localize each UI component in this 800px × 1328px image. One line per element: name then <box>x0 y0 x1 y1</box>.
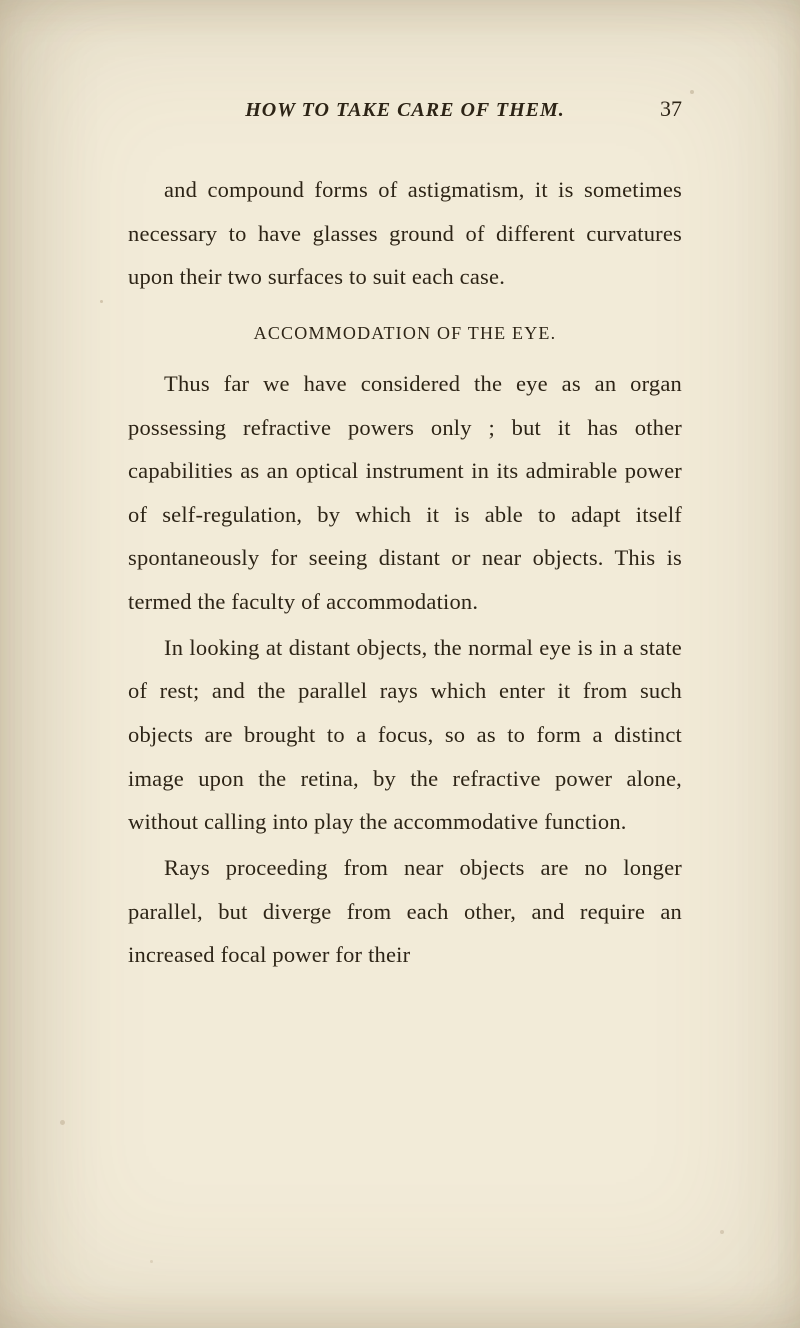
foxing-spot <box>150 1260 153 1263</box>
running-title: HOW TO TAKE CARE OF THEM. <box>128 99 634 122</box>
body-paragraph: and compound forms of astigmatism, it is… <box>128 168 682 299</box>
foxing-spot <box>690 90 694 94</box>
body-paragraph: Rays proceeding from near objects are no… <box>128 846 682 977</box>
running-head: HOW TO TAKE CARE OF THEM. 37 <box>128 96 682 126</box>
foxing-spot <box>60 1120 65 1125</box>
body-paragraph: Thus far we have considered the eye as a… <box>128 362 682 624</box>
page-content: HOW TO TAKE CARE OF THEM. 37 and compoun… <box>128 96 682 979</box>
foxing-spot <box>720 1230 724 1234</box>
section-heading: ACCOMMODATION OF THE EYE. <box>128 323 682 344</box>
foxing-spot <box>100 300 103 303</box>
body-paragraph: In looking at distant objects, the norma… <box>128 626 682 844</box>
page-number: 37 <box>634 96 682 122</box>
